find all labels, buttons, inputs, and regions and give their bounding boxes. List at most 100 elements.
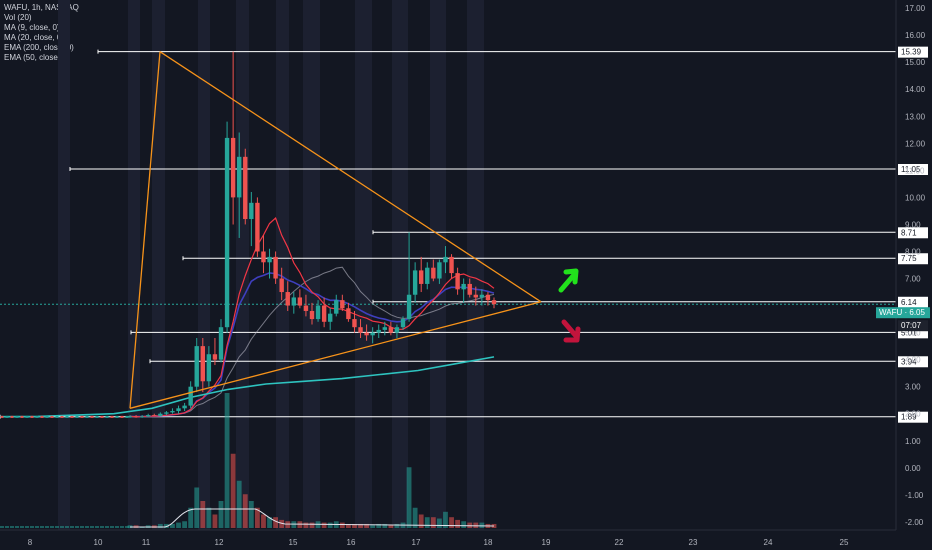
candle-body <box>95 415 99 418</box>
direction-arrows <box>558 268 581 343</box>
ma20-line <box>129 266 495 418</box>
y-tick-label: -2.00 <box>905 518 924 527</box>
candle-body <box>461 283 466 290</box>
volume-bar <box>261 514 266 528</box>
candle-body <box>267 256 272 263</box>
candle-body <box>443 256 448 263</box>
candle-body <box>315 305 321 320</box>
candle-body <box>358 327 363 333</box>
volume-bar <box>60 526 64 528</box>
countdown-label: 07:07 <box>901 321 922 330</box>
y-tick-label: 17.00 <box>905 4 926 13</box>
candle-body <box>279 278 284 293</box>
level-label: 3.94 <box>901 357 917 366</box>
volume-bar <box>248 501 254 528</box>
volume-bar <box>406 467 412 528</box>
level-label-bg <box>898 253 928 265</box>
volume-bar <box>40 526 44 528</box>
volume-bar <box>437 518 442 528</box>
level-label: 5.01 <box>901 328 917 337</box>
volume-bar <box>206 507 212 528</box>
y-tick-label: 8.00 <box>905 247 921 256</box>
volume-bar <box>370 525 376 528</box>
volume-bar <box>15 526 19 528</box>
volume-bar <box>394 523 400 528</box>
level-label: 6.14 <box>901 298 917 307</box>
candle-body <box>152 415 157 417</box>
candle-body <box>158 413 163 416</box>
y-tick-label: 7.00 <box>905 275 921 284</box>
y-tick-label: 12.00 <box>905 139 926 148</box>
candle-body <box>170 411 175 413</box>
volume-bar <box>358 523 363 528</box>
candle-body <box>346 308 351 320</box>
volume-bar <box>5 526 9 528</box>
volume-bar <box>35 526 39 528</box>
candle-body <box>437 262 442 279</box>
ma9-line <box>129 217 495 418</box>
triangle-left-edge <box>129 51 161 409</box>
volume-bar <box>164 523 169 528</box>
session-band <box>392 0 408 530</box>
volume-bar <box>255 507 260 528</box>
x-tick-label: 18 <box>484 538 493 547</box>
symbol-title[interactable]: WAFU, 1h, NASDAQ <box>4 3 79 12</box>
volume-bar <box>352 523 357 528</box>
volume-bar <box>65 526 69 528</box>
indicator-ma20[interactable]: MA (20, close, 0) <box>4 33 65 42</box>
candle-body <box>50 415 54 418</box>
volume-bar <box>224 393 230 528</box>
volume-bar <box>321 522 327 528</box>
candle-body <box>5 415 9 418</box>
candle-body <box>467 283 472 295</box>
candle-body <box>30 415 34 418</box>
volume-bar <box>105 526 109 528</box>
moving-averages <box>0 217 495 528</box>
candle-body <box>15 415 19 418</box>
volume-bar <box>45 526 49 528</box>
candle-body <box>127 416 133 418</box>
volume-bar <box>50 526 54 528</box>
indicator-ma9[interactable]: MA (9, close, 0) <box>4 23 60 32</box>
volume-bar <box>346 523 351 528</box>
level-label-bg <box>898 327 928 339</box>
level-label-bg <box>898 296 928 308</box>
x-tick-label: 17 <box>412 538 421 547</box>
candle-body <box>485 294 491 301</box>
session-band <box>58 0 70 530</box>
volume-bar <box>55 526 59 528</box>
volume-bar <box>443 511 448 528</box>
volume-bar <box>212 514 218 528</box>
candle-body <box>473 294 478 298</box>
session-bands <box>58 0 484 530</box>
level-label: 1.89 <box>901 413 917 422</box>
volume-bar <box>382 523 388 528</box>
candle-body <box>176 408 181 412</box>
volume-bar <box>182 521 187 528</box>
chart-legend: WAFU, 1h, NASDAQ Vol (20) MA (9, close, … <box>4 3 79 63</box>
x-tick-label: 16 <box>347 538 356 547</box>
candle-body <box>425 267 430 284</box>
candle-body <box>394 327 400 333</box>
indicator-volume[interactable]: Vol (20) <box>4 13 32 22</box>
candle-body <box>261 251 266 263</box>
session-band <box>355 0 372 530</box>
y-tick-label: 0.00 <box>905 464 921 473</box>
volume-bar <box>188 507 194 528</box>
session-band <box>198 0 210 530</box>
candle-body <box>164 412 169 414</box>
ema200-line <box>0 356 495 418</box>
level-label-bg <box>898 164 928 176</box>
horizontal-levels: 15.39 11.05 8.71 7.75 6.14 5.01 3.94 1.89 <box>0 46 928 423</box>
indicator-ema50[interactable]: EMA (50, close, 0) <box>4 53 70 62</box>
candle-body <box>45 415 49 418</box>
x-tick-label: 19 <box>542 538 551 547</box>
y-tick-label: 11.00 <box>905 166 925 175</box>
candle-body <box>40 415 44 418</box>
candle-body <box>400 319 406 328</box>
volume-bar <box>388 525 394 528</box>
level-label: 11.05 <box>901 165 921 174</box>
volume-bar <box>125 526 129 528</box>
indicator-ema200[interactable]: EMA (200, close, 0) <box>4 43 74 52</box>
